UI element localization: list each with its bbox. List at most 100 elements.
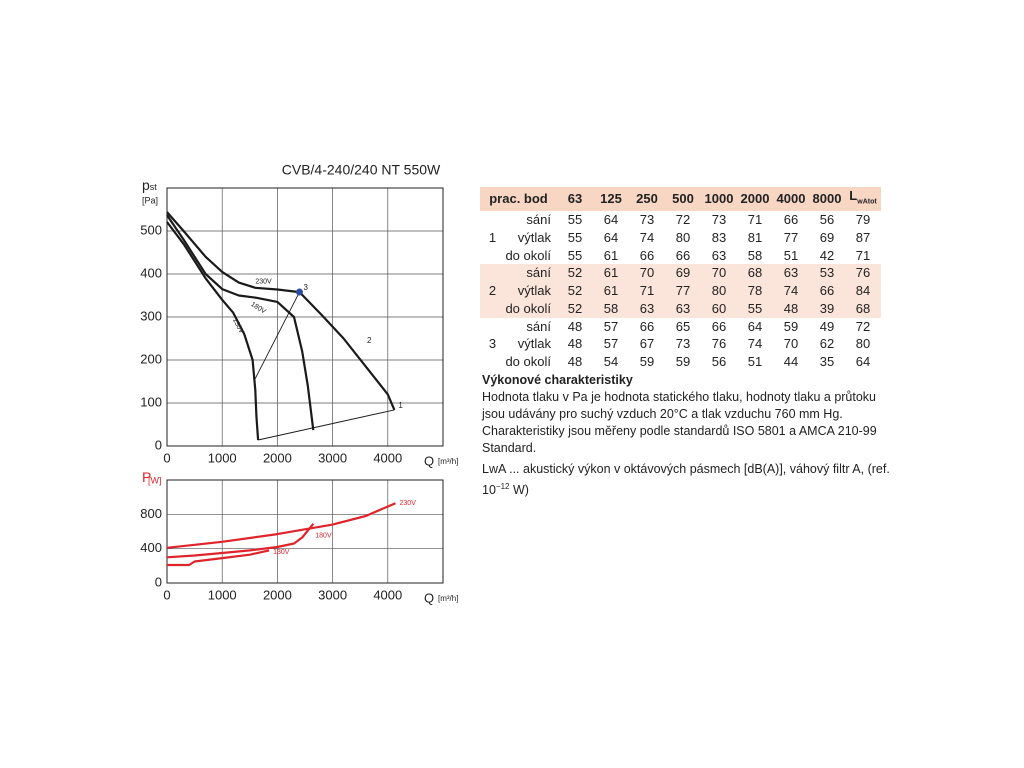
- value-cell: 65: [675, 318, 691, 334]
- value-cell: 74: [747, 336, 763, 352]
- y-tick-label: 100: [140, 394, 162, 409]
- value-cell: 39: [809, 299, 845, 318]
- value-cell: 70: [629, 264, 665, 283]
- value-cell: 80: [701, 282, 737, 300]
- table-row: do okolí 52 58 63 63 60 55 48 39 68: [480, 299, 881, 318]
- y-tick-label: 400: [140, 265, 162, 280]
- x-tick-label: 0: [163, 587, 170, 602]
- value-cell: 48: [567, 318, 583, 334]
- curve-label: 130V: [273, 549, 290, 556]
- header-cell: 2000: [737, 187, 773, 212]
- header-cell: 1000: [701, 187, 737, 212]
- plot-frame: [166, 187, 444, 447]
- plot-frame: [166, 479, 444, 584]
- table-row: výtlak 55 64 74 80 83 81 77 69 87: [480, 229, 881, 247]
- header-cell: 125: [593, 187, 629, 212]
- value-cell: 51: [747, 353, 763, 369]
- value-cell: 74: [773, 282, 809, 300]
- value-cell: 48: [567, 336, 583, 352]
- x-axis-unit: [m³/h]: [438, 457, 458, 466]
- header-cell: 4000: [773, 187, 809, 212]
- notes: Výkonové charakteristiky Hodnota tlaku v…: [482, 372, 892, 503]
- y-label-main: P: [142, 469, 151, 485]
- octave-table: prac. bod 63 125 250 500 1000 2000 4000 8000 LwAt…: [480, 187, 881, 371]
- value-cell: 35: [819, 353, 835, 369]
- x-tick-label: 1000: [208, 587, 237, 602]
- x-axis-unit: [m³/h]: [438, 594, 458, 603]
- value-cell: 56: [711, 353, 727, 369]
- value-cell: 87: [855, 230, 871, 245]
- value-cell: 71: [747, 212, 763, 228]
- note-text: W): [509, 483, 529, 498]
- value-cell: 57: [603, 336, 619, 352]
- y-axis-label: P: [142, 469, 151, 485]
- value-cell: 67: [639, 336, 655, 352]
- value-cell: 48: [567, 353, 583, 369]
- value-cell: 73: [639, 212, 655, 228]
- row-label: do okolí: [505, 247, 551, 263]
- operating-point: [295, 288, 303, 296]
- table-row: 1 sání 55 64 73 72 73 71 66 56 79: [480, 211, 881, 245]
- point-label: 2: [367, 336, 372, 345]
- value-cell: 56: [819, 212, 835, 228]
- header-cell: 500: [665, 187, 701, 212]
- value-cell: 49: [819, 318, 835, 334]
- value-cell: 80: [675, 230, 691, 245]
- x-tick-label: 2000: [263, 450, 292, 465]
- series-line: [166, 221, 260, 441]
- value-cell: 71: [629, 282, 665, 300]
- value-cell: 70: [783, 336, 799, 352]
- value-cell: 84: [845, 282, 881, 300]
- value-cell: 73: [675, 336, 691, 352]
- value-cell: 80: [855, 336, 871, 352]
- value-cell: 72: [855, 318, 871, 334]
- series-line: [166, 502, 396, 549]
- header-cell: prac. bod: [480, 187, 557, 212]
- value-cell: 61: [593, 282, 629, 300]
- series-line: [167, 549, 270, 567]
- value-cell: 73: [711, 212, 727, 228]
- note-text: LwA ... akustický výkon v oktávových pás…: [482, 462, 890, 498]
- value-cell: 55: [567, 247, 583, 263]
- header-main: L: [849, 188, 858, 203]
- curve-label: 230V: [400, 500, 417, 507]
- value-cell: 63: [665, 299, 701, 318]
- value-cell: 59: [675, 353, 691, 369]
- row-label: výtlak: [505, 282, 557, 300]
- y-tick-label: 200: [140, 351, 162, 366]
- row-label: výtlak: [517, 336, 551, 352]
- value-cell: 66: [809, 282, 845, 300]
- value-cell: 57: [603, 318, 619, 334]
- value-cell: 66: [639, 318, 655, 334]
- notes-paragraph: Hodnota tlaku v Pa je hodnota statického…: [482, 390, 877, 455]
- y-tick-label: 300: [140, 308, 162, 323]
- value-cell: 44: [783, 353, 799, 369]
- row-label: výtlak: [517, 230, 551, 245]
- y-axis-unit: [W]: [148, 475, 162, 485]
- x-axis-label: Q: [424, 453, 434, 468]
- point-cell: 3: [488, 336, 497, 352]
- y-axis-label: pst: [142, 177, 157, 193]
- curve-label: 180V: [315, 533, 332, 540]
- value-cell: 64: [747, 318, 763, 334]
- value-cell: 63: [629, 299, 665, 318]
- value-cell: 68: [845, 299, 881, 318]
- value-cell: 61: [603, 247, 619, 263]
- row-label: do okolí: [505, 299, 557, 318]
- value-cell: 72: [675, 212, 691, 228]
- x-tick-label: 4000: [373, 587, 402, 602]
- value-cell: 52: [557, 282, 593, 300]
- x-tick-label: 1000: [208, 450, 237, 465]
- value-cell: 66: [675, 247, 691, 263]
- value-cell: 53: [809, 264, 845, 283]
- series-line: [166, 523, 315, 559]
- value-cell: 55: [567, 230, 583, 245]
- value-cell: 59: [783, 318, 799, 334]
- series-line: [254, 291, 300, 380]
- curve-label: 230V: [255, 279, 272, 286]
- value-cell: 58: [747, 247, 763, 263]
- row-label: sání: [526, 212, 551, 228]
- value-cell: 63: [773, 264, 809, 283]
- series-line: [258, 409, 395, 441]
- header-cell: 8000: [809, 187, 845, 212]
